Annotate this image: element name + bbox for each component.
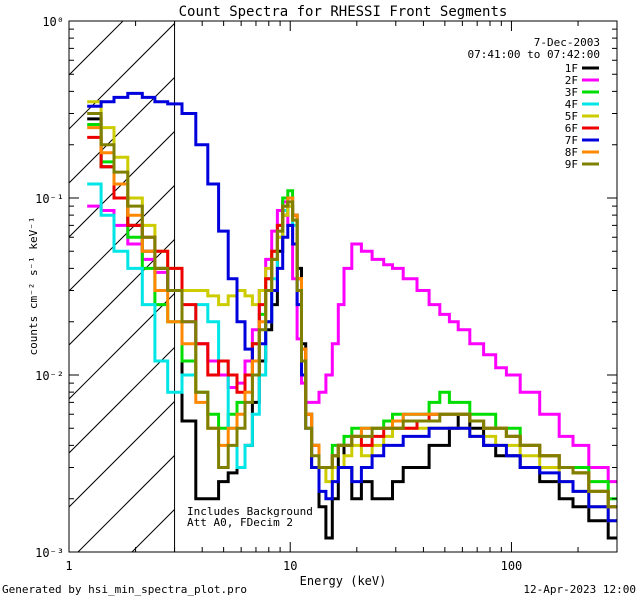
legend-label-1F: 1F: [565, 62, 578, 75]
date-annotation: 7-Dec-2003: [534, 36, 600, 49]
time-range-annotation: 07:41:00 to 07:42:00: [468, 48, 600, 61]
legend-label-4F: 4F: [565, 98, 578, 111]
y-tick-label: 10⁻¹: [35, 192, 64, 206]
attenuator-annotation: Att A0, FDecim 2: [187, 516, 293, 529]
generated-by-text: Generated by hsi_min_spectra_plot.pro: [2, 583, 248, 596]
y-tick-label: 10⁻³: [35, 546, 64, 560]
x-tick-label: 10: [283, 559, 297, 573]
series-line-9F: [87, 112, 617, 509]
series-line-1F: [87, 117, 617, 540]
series-group: [87, 91, 617, 540]
legend-label-6F: 6F: [565, 122, 578, 135]
legend-label-5F: 5F: [565, 110, 578, 123]
legend-label-2F: 2F: [565, 74, 578, 87]
x-axis-label: Energy (keV): [300, 574, 387, 588]
legend-label-3F: 3F: [565, 86, 578, 99]
chart-title: Count Spectra for RHESSI Front Segments: [179, 4, 508, 20]
series-line-2F: [87, 200, 617, 484]
timestamp-text: 12-Apr-2023 12:00: [523, 583, 636, 596]
tick-labels: 1 10 100 10⁰ 10⁻¹ 10⁻² 10⁻³: [35, 15, 522, 573]
y-tick-label: 10⁻²: [35, 369, 64, 383]
tick-marks: [68, 20, 618, 553]
axis-ticks: [68, 20, 618, 553]
x-tick-label: 100: [501, 559, 523, 573]
plot-frame: [68, 20, 618, 553]
y-tick-label: 10⁰: [42, 15, 64, 29]
x-tick-label: 1: [65, 559, 72, 573]
legend-label-7F: 7F: [565, 134, 578, 147]
hatched-region: [69, 21, 176, 552]
legend-label-8F: 8F: [565, 146, 578, 159]
y-axis-label: counts cm⁻² s⁻¹ keV⁻¹: [27, 216, 40, 355]
legend-label-9F: 9F: [565, 158, 578, 171]
background-annotation: Includes Background: [187, 505, 313, 518]
